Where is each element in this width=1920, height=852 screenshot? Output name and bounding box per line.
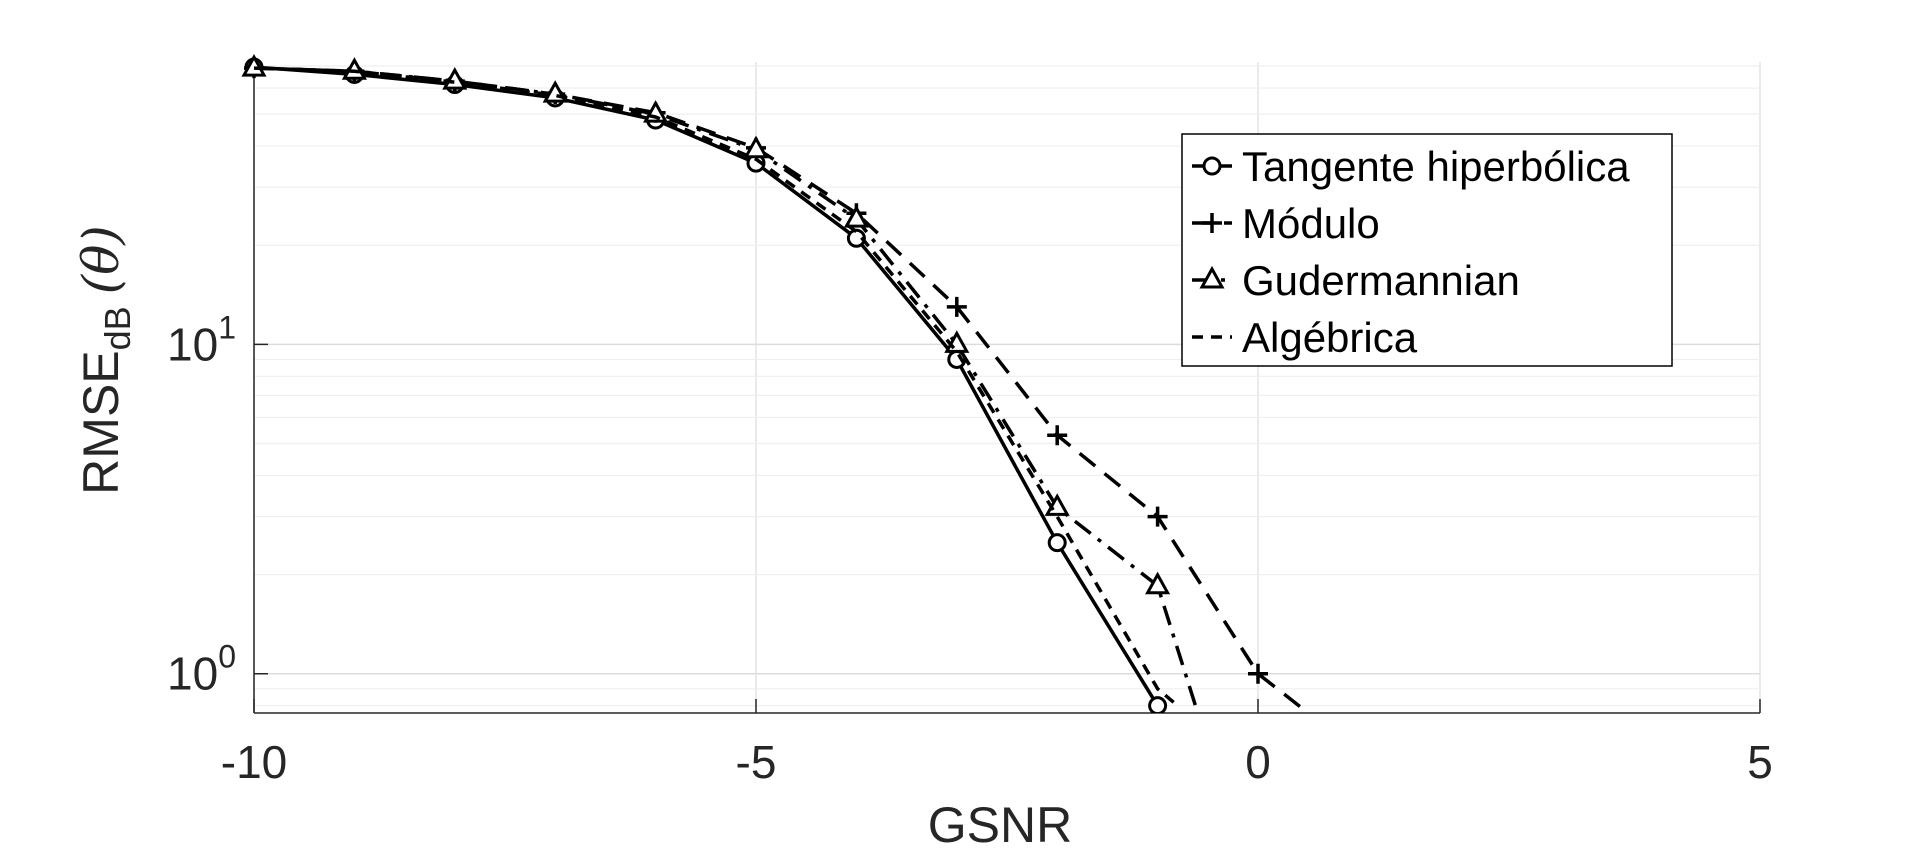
series-line xyxy=(253,65,1160,707)
x-tick-label: 5 xyxy=(1747,736,1773,788)
y-tick-label: 101 xyxy=(167,309,236,370)
series-1 xyxy=(244,57,1168,713)
series-lines xyxy=(241,53,1310,713)
triangle-marker xyxy=(341,57,367,80)
y-tick-label-base: 10 xyxy=(167,318,218,370)
plus-marker xyxy=(946,296,967,317)
series-4 xyxy=(253,66,1179,708)
circle-marker xyxy=(1047,533,1067,553)
triangle-marker xyxy=(241,53,267,77)
y-tick-label: 100 xyxy=(167,639,236,700)
plus-marker xyxy=(1248,663,1268,684)
grid xyxy=(253,62,1761,713)
triangle-marker xyxy=(1145,571,1171,595)
legend-item: Gudermannian xyxy=(1192,257,1520,304)
circle-marker xyxy=(1202,156,1222,176)
triangle-marker xyxy=(442,67,468,90)
x-tick-label: -10 xyxy=(221,736,287,788)
legend-item: Módulo xyxy=(1192,200,1380,247)
legend-label: Módulo xyxy=(1242,200,1380,247)
plus-marker xyxy=(1202,213,1222,233)
plus-marker xyxy=(1047,425,1068,446)
y-tick-label-exponent: 1 xyxy=(218,309,236,345)
plus-marker xyxy=(1147,506,1168,527)
y-axis-label-base: RMSE xyxy=(73,350,129,494)
y-axis-label: RMSEdB (θ) xyxy=(72,225,138,495)
x-axis-label: GSNR xyxy=(928,797,1072,852)
legend-item: Algébrica xyxy=(1192,314,1418,361)
y-axis-label-suffix: (θ) xyxy=(72,225,130,294)
legend-label: Gudermannian xyxy=(1242,257,1520,304)
legend: Tangente hiperbólica Módulo Gudermannian Al… xyxy=(1181,133,1673,367)
axes xyxy=(253,62,1761,714)
triangle-marker xyxy=(843,205,869,228)
triangle-marker xyxy=(743,135,769,159)
x-tick-label: -5 xyxy=(736,736,777,788)
y-axis-label-subscript: dB xyxy=(97,306,138,350)
series-2 xyxy=(244,58,1310,713)
triangle-marker xyxy=(1199,265,1225,289)
series-line xyxy=(253,66,1310,713)
circle-marker xyxy=(1148,696,1168,713)
legend-label: Tangente hiperbólica xyxy=(1242,143,1630,190)
x-tick-label: 0 xyxy=(1245,736,1271,788)
y-tick-label-exponent: 0 xyxy=(218,639,236,675)
legend-box xyxy=(1181,133,1673,367)
series-line xyxy=(253,66,1179,708)
y-tick-label-base: 10 xyxy=(167,648,218,700)
legend-item: Tangente hiperbólica xyxy=(1192,143,1630,190)
series-3 xyxy=(241,53,1200,713)
series-line xyxy=(253,66,1200,713)
legend-label: Algébrica xyxy=(1242,314,1418,361)
